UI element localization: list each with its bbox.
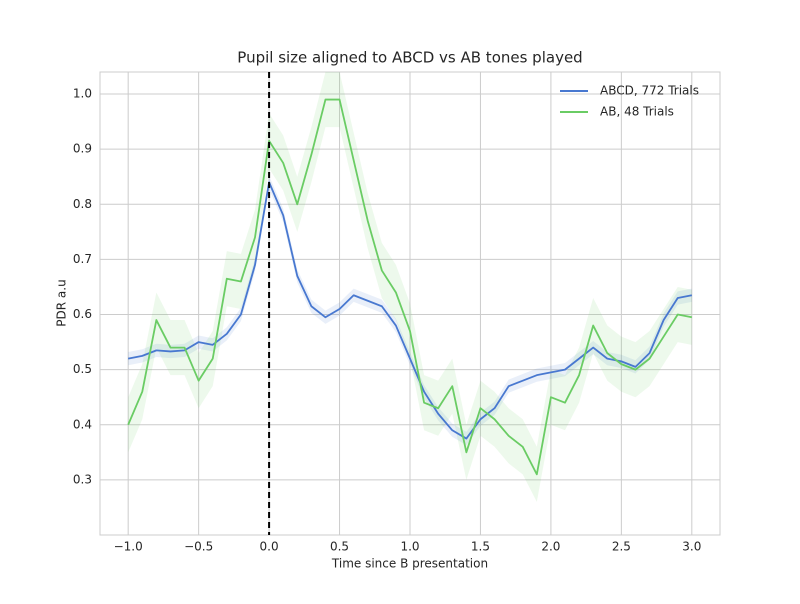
data-line: [127, 98, 692, 476]
y-axis-label: PDR a.u: [55, 279, 69, 326]
y-tick-label: 0.3: [73, 472, 92, 486]
y-tick-label: 0.7: [73, 252, 92, 266]
data-line: [128, 181, 692, 440]
y-tick-label: 0.4: [73, 417, 92, 431]
x-tick-label: −0.5: [184, 540, 213, 554]
legend-label: ABCD, 772 Trials: [600, 84, 699, 98]
y-tick-label: 1.0: [73, 87, 92, 101]
y-tick-label: 0.9: [73, 142, 92, 156]
x-tick-label: 2.5: [612, 540, 631, 554]
y-tick-label: 0.8: [73, 197, 92, 211]
x-tick-label: 1.5: [471, 540, 490, 554]
x-tick-label: −1.0: [114, 540, 143, 554]
plot-frame: [99, 71, 721, 536]
y-tick-label: 0.5: [73, 362, 92, 376]
confidence-band: [128, 72, 692, 502]
x-tick-label: 0.0: [260, 540, 279, 554]
x-tick-label: 1.0: [400, 540, 419, 554]
legend-label: AB, 48 Trials: [600, 105, 674, 119]
chart-title: Pupil size aligned to ABCD vs AB tones p…: [237, 49, 582, 67]
x-tick-label: 0.5: [330, 540, 349, 554]
x-axis-label: Time since B presentation: [331, 557, 488, 571]
x-tick-label: 3.0: [682, 540, 701, 554]
confidence-band: [128, 175, 692, 446]
x-tick-label: 2.0: [541, 540, 560, 554]
y-tick-label: 0.6: [73, 307, 92, 321]
